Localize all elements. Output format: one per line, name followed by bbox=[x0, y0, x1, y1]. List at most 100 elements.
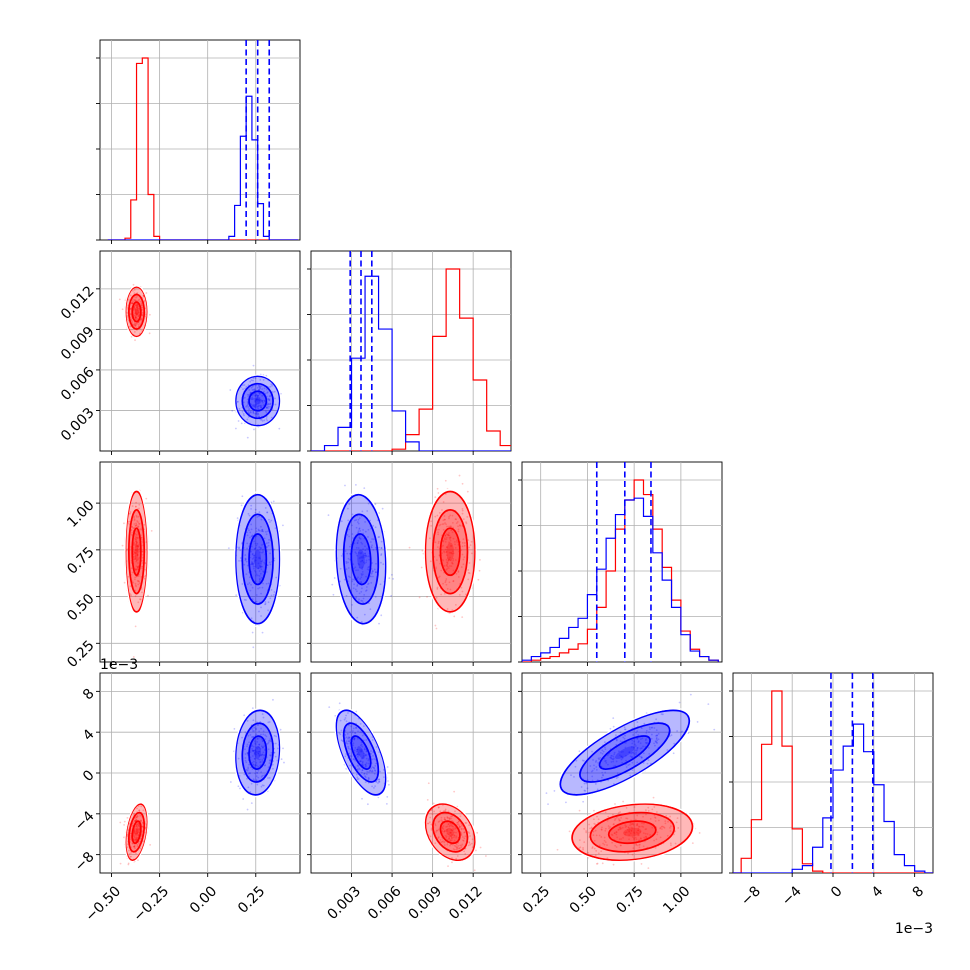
scatter-point bbox=[253, 404, 256, 407]
scatter-point bbox=[644, 741, 647, 744]
scatter-point bbox=[260, 547, 263, 550]
scatter-point bbox=[440, 819, 443, 822]
scatter-point bbox=[448, 558, 450, 561]
scatter-point bbox=[442, 582, 444, 585]
scatter-point bbox=[253, 740, 256, 743]
scatter-point bbox=[255, 746, 257, 749]
scatter-point bbox=[263, 537, 266, 540]
scatter-point bbox=[458, 826, 461, 829]
scatter-point bbox=[134, 844, 136, 846]
scatter-point bbox=[134, 847, 136, 850]
scatter-point bbox=[251, 389, 254, 391]
scatter-point bbox=[135, 825, 137, 828]
scatter-point bbox=[583, 789, 586, 792]
scatter-point bbox=[655, 718, 658, 721]
scatter-point bbox=[127, 520, 130, 523]
scatter-point bbox=[655, 811, 658, 813]
scatter-point bbox=[635, 843, 638, 845]
scatter-point bbox=[448, 534, 451, 537]
scatter-point bbox=[454, 845, 457, 848]
scatter-point bbox=[446, 825, 449, 828]
scatter-point bbox=[141, 553, 144, 556]
scatter-point bbox=[454, 543, 456, 546]
scatter-point bbox=[453, 848, 456, 851]
scatter-point bbox=[141, 591, 143, 594]
scatter-point bbox=[135, 831, 138, 833]
scatter-point bbox=[363, 593, 366, 596]
scatter-point bbox=[455, 831, 457, 834]
scatter-point bbox=[242, 413, 245, 415]
scatter-point bbox=[439, 810, 442, 813]
scatter-point bbox=[365, 589, 368, 592]
scatter-point bbox=[248, 514, 251, 517]
scatter-point bbox=[267, 748, 270, 751]
scatter-point bbox=[260, 518, 263, 521]
scatter-point bbox=[128, 849, 130, 852]
scatter-point bbox=[367, 555, 370, 558]
scatter-point bbox=[635, 824, 638, 826]
scatter-point bbox=[256, 738, 259, 741]
scatter-point bbox=[428, 537, 431, 540]
scatter-point bbox=[603, 836, 606, 839]
scatter-point bbox=[256, 413, 259, 416]
scatter-point bbox=[375, 571, 377, 574]
scatter-point bbox=[129, 307, 132, 310]
scatter-point bbox=[259, 404, 261, 407]
scatter-point bbox=[134, 819, 137, 822]
scatter-point bbox=[256, 396, 259, 399]
scatter-point bbox=[260, 565, 262, 568]
scatter-point bbox=[136, 516, 138, 518]
scatter-point bbox=[451, 815, 454, 817]
scatter-point bbox=[258, 397, 261, 399]
scatter-point bbox=[445, 583, 448, 586]
scatter-point bbox=[136, 554, 139, 557]
scatter-point bbox=[611, 834, 614, 837]
scatter-point bbox=[625, 807, 628, 809]
scatter-point bbox=[359, 556, 362, 559]
x-tick-label: 8 bbox=[910, 883, 928, 901]
scatter-point bbox=[372, 524, 375, 527]
scatter-point bbox=[133, 812, 136, 815]
scatter-point bbox=[258, 556, 261, 559]
scatter-point bbox=[251, 598, 254, 601]
scatter-point bbox=[672, 752, 675, 755]
scatter-point bbox=[251, 557, 254, 560]
scatter-point bbox=[134, 589, 137, 592]
scatter-point bbox=[437, 542, 440, 545]
scatter-point bbox=[604, 741, 606, 744]
scatter-point bbox=[136, 828, 138, 830]
scatter-point bbox=[268, 518, 270, 521]
scatter-point bbox=[378, 751, 381, 754]
scatter-point bbox=[450, 837, 453, 840]
scatter-point bbox=[137, 562, 139, 564]
scatter-point bbox=[132, 581, 135, 584]
scatter-point bbox=[133, 307, 136, 310]
scatter-point bbox=[359, 529, 362, 532]
scatter-point bbox=[427, 822, 430, 825]
scatter-point bbox=[595, 834, 598, 837]
scatter-point bbox=[363, 772, 366, 775]
scatter-point bbox=[638, 755, 641, 758]
scatter-point bbox=[580, 786, 583, 788]
scatter-point bbox=[252, 389, 255, 391]
scatter-point bbox=[468, 572, 471, 575]
scatter-point bbox=[370, 546, 373, 549]
scatter-point bbox=[136, 541, 138, 544]
scatter-point bbox=[370, 581, 373, 584]
scatter-point bbox=[358, 563, 361, 566]
scatter-point bbox=[627, 826, 630, 829]
scatter-point bbox=[254, 405, 257, 408]
scatter-point bbox=[135, 852, 137, 855]
scatter-point bbox=[657, 732, 660, 735]
panel-2-1 bbox=[307, 461, 512, 666]
scatter-point bbox=[255, 775, 258, 778]
scatter-point bbox=[259, 529, 261, 532]
scatter-point bbox=[448, 835, 451, 838]
scatter-point bbox=[365, 561, 368, 564]
scatter-point bbox=[646, 833, 649, 835]
scatter-point bbox=[132, 821, 135, 823]
scatter-point bbox=[448, 515, 450, 518]
scatter-point bbox=[356, 542, 359, 545]
scatter-point bbox=[633, 752, 636, 755]
